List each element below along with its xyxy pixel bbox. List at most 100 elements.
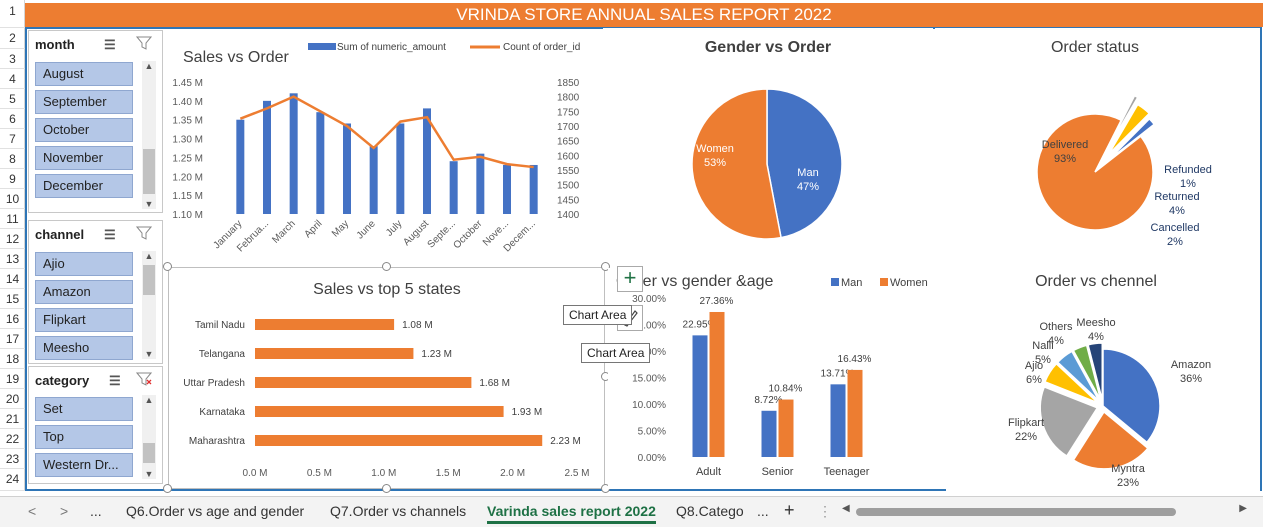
scroll-thumb[interactable] — [143, 443, 155, 463]
slicer-item[interactable]: Set — [35, 397, 133, 421]
scroll-up-icon[interactable]: ▲ — [144, 61, 154, 71]
slice-label: Delivered — [1042, 139, 1088, 151]
y-tick-label: 5.00% — [638, 427, 666, 438]
slicer-scrollbar[interactable]: ▲ ▼ — [142, 395, 156, 479]
chart-order-status[interactable]: Order status Delivered 93% Refunded 1% Retur… — [935, 28, 1260, 264]
scroll-left-icon[interactable]: ◀ — [842, 503, 850, 514]
row-divider — [0, 88, 25, 89]
resize-handle[interactable] — [382, 262, 391, 271]
row-number[interactable]: 17 — [5, 332, 20, 346]
row-divider — [0, 148, 25, 149]
tab-q7-order-vs-channels[interactable]: Q7.Order vs channels — [330, 503, 467, 519]
order-count-line — [239, 95, 534, 169]
row-number[interactable]: 13 — [5, 252, 20, 266]
row-number[interactable]: 20 — [5, 392, 20, 406]
scroll-thumb[interactable] — [143, 265, 155, 295]
pie-slice — [1107, 117, 1156, 161]
pie-slice — [766, 88, 843, 239]
chart-gender-vs-order[interactable]: Gender vs Order Man 47% Women 53% — [603, 28, 933, 266]
horizontal-scrollbar[interactable]: ◀ ▶ — [842, 503, 1247, 518]
slicer-item[interactable]: September — [35, 90, 133, 114]
row-number[interactable]: 8 — [9, 152, 16, 166]
chart-sales-vs-order[interactable]: Sales vs Order Sum of numeric_amount Cou… — [165, 30, 601, 264]
slicer-month[interactable]: month ☰ August September October Novembe… — [28, 30, 163, 213]
slicer-channel[interactable]: channel ☰ Ajio Amazon Flipkart Meesho ▲ … — [28, 220, 163, 364]
row-number[interactable]: 22 — [5, 432, 20, 446]
slicer-item[interactable]: Amazon — [35, 280, 133, 304]
chart-sales-vs-top-states[interactable]: Sales vs top 5 states Tamil Nadu 1.08 M Te… — [168, 267, 605, 489]
multi-select-icon[interactable]: ☰ — [109, 373, 121, 388]
gender-vs-order-plot: Gender vs Order Man 47% Women 53% — [691, 39, 843, 240]
x-tick-label: July — [384, 218, 404, 238]
slicer-item[interactable]: October — [35, 118, 133, 142]
row-number[interactable]: 19 — [5, 372, 20, 386]
row-number[interactable]: 4 — [9, 72, 16, 86]
slicer-category[interactable]: category ☰ Set Top Western Dr... ▲ ▼ — [28, 366, 163, 484]
resize-handle[interactable] — [163, 262, 172, 271]
row-divider — [0, 388, 25, 389]
slicer-scrollbar[interactable]: ▲ ▼ — [142, 251, 156, 359]
row-number[interactable]: 9 — [9, 172, 16, 186]
clear-filter-icon[interactable] — [135, 372, 153, 389]
scroll-down-icon[interactable]: ▼ — [144, 349, 154, 359]
slicer-month-label: month — [35, 37, 75, 52]
row-number[interactable]: 7 — [9, 132, 16, 146]
scroll-up-icon[interactable]: ▲ — [144, 251, 154, 261]
multi-select-icon[interactable]: ☰ — [104, 227, 116, 242]
slicer-scrollbar[interactable]: ▲ ▼ — [142, 61, 156, 209]
row-number[interactable]: 5 — [9, 92, 16, 106]
chart-elements-plus-icon[interactable]: + — [617, 266, 643, 292]
row-number[interactable]: 10 — [5, 192, 20, 206]
slicer-item[interactable]: November — [35, 146, 133, 170]
x-tick-label: October — [452, 218, 485, 251]
row-number[interactable]: 24 — [5, 472, 20, 486]
row-number[interactable]: 18 — [5, 352, 20, 366]
sales-bar — [343, 123, 351, 214]
row-number[interactable]: 21 — [5, 412, 20, 426]
scroll-right-icon[interactable]: ▶ — [1239, 503, 1247, 514]
resize-handle[interactable] — [382, 484, 391, 493]
y-tick-right: 1500 — [557, 181, 580, 192]
scroll-down-icon[interactable]: ▼ — [144, 199, 154, 209]
row-number[interactable]: 3 — [9, 52, 16, 66]
row-number[interactable]: 14 — [5, 272, 20, 286]
row-number[interactable]: 1 — [9, 4, 16, 18]
tab-q6-order-vs-age-gender[interactable]: Q6.Order vs age and gender — [126, 503, 305, 519]
chart-order-vs-gender-age[interactable]: Order vs gender &age Man Women 0.00% 5.00… — [608, 268, 944, 489]
slicer-item[interactable]: Western Dr... — [35, 453, 133, 477]
row-number[interactable]: 2 — [9, 31, 16, 45]
multi-select-icon[interactable]: ☰ — [104, 37, 116, 52]
slicer-item[interactable]: Meesho — [35, 336, 133, 360]
tab-more-right[interactable]: ... — [757, 503, 769, 519]
tab-more[interactable]: ... — [90, 503, 102, 519]
scroll-thumb[interactable] — [856, 508, 1176, 516]
scroll-down-icon[interactable]: ▼ — [144, 469, 154, 479]
clear-filter-icon[interactable] — [135, 36, 153, 53]
tab-bar-splitter[interactable]: ⋮ — [818, 503, 832, 519]
slicer-item[interactable]: Top — [35, 425, 133, 449]
row-number[interactable]: 12 — [5, 232, 20, 246]
row-number[interactable]: 15 — [5, 292, 20, 306]
slice-label: Cancelled — [1151, 222, 1200, 234]
row-number[interactable]: 6 — [9, 112, 16, 126]
clear-filter-icon[interactable] — [135, 226, 153, 243]
slicer-item[interactable]: December — [35, 174, 133, 198]
resize-handle[interactable] — [163, 484, 172, 493]
slicer-item[interactable]: August — [35, 62, 133, 86]
scroll-thumb[interactable] — [143, 149, 155, 194]
slicer-item[interactable]: Ajio — [35, 252, 133, 276]
row-number[interactable]: 23 — [5, 452, 20, 466]
tab-scroll-prev[interactable]: < — [28, 503, 37, 519]
row-number[interactable]: 11 — [6, 212, 19, 226]
tab-varinda-sales-report[interactable]: Varinda sales report 2022 — [487, 503, 656, 524]
tab-q8-catego[interactable]: Q8.Catego — [676, 503, 744, 519]
scroll-up-icon[interactable]: ▲ — [144, 395, 154, 405]
slicer-item[interactable]: Flipkart — [35, 308, 133, 332]
row-number[interactable]: 16 — [5, 312, 20, 326]
slice-label: Man — [797, 167, 818, 179]
resize-handle[interactable] — [601, 262, 610, 271]
tab-scroll-next[interactable]: > — [60, 503, 69, 519]
chart-order-vs-channel[interactable]: Order vs chennel Amazon 36% Myntra 23% Flipk… — [946, 266, 1260, 492]
state-label: Maharashtra — [189, 436, 246, 447]
add-sheet-button[interactable]: + — [784, 500, 795, 520]
